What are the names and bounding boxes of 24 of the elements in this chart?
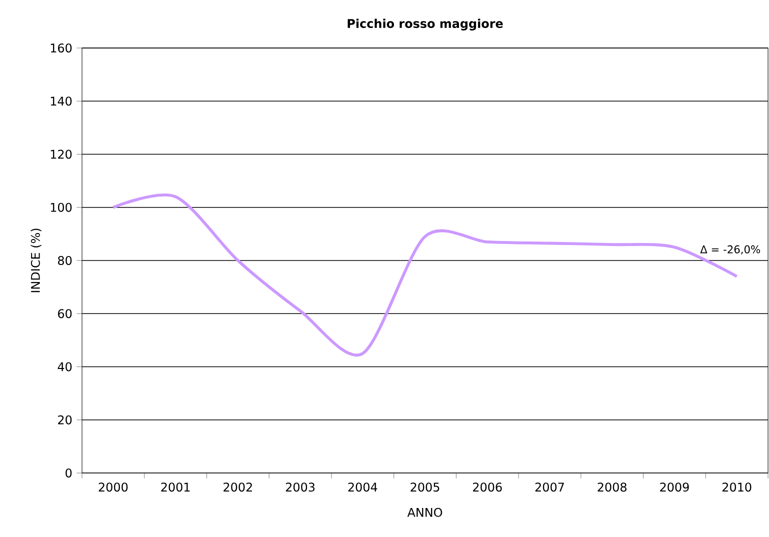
y-axis-title: INDICE (%) — [30, 228, 42, 292]
x-tick-label: 2008 — [598, 482, 626, 492]
y-tick-label: 20 — [58, 415, 72, 424]
x-axis-title: ANNO — [407, 508, 442, 517]
y-tick-label: 140 — [50, 96, 72, 106]
y-tick-label: 120 — [50, 150, 72, 159]
y-tick-label: 0 — [66, 468, 72, 478]
x-tick-label: 2005 — [410, 482, 440, 492]
y-tick-label: 100 — [50, 202, 72, 212]
y-tick-label: 80 — [58, 256, 72, 266]
x-tick-label: 2002 — [224, 482, 252, 492]
x-tick-label: 2000 — [98, 482, 128, 492]
x-tick-label: 2004 — [348, 482, 378, 492]
chart-title: Picchio rosso maggiore — [348, 18, 503, 30]
x-tick-label: 2003 — [286, 482, 315, 492]
y-tick-label: 160 — [50, 43, 72, 53]
x-tick-label: 2007 — [535, 482, 564, 492]
x-tick-label: 2010 — [722, 482, 752, 492]
x-tick-label: 2001 — [161, 482, 190, 492]
x-tick-label: 2006 — [473, 482, 502, 492]
y-tick-label: 40 — [58, 362, 72, 372]
annotation: Δ = -26,0% — [700, 245, 760, 254]
x-tick-label: 2009 — [660, 482, 689, 492]
y-tick-label: 60 — [58, 309, 72, 318]
